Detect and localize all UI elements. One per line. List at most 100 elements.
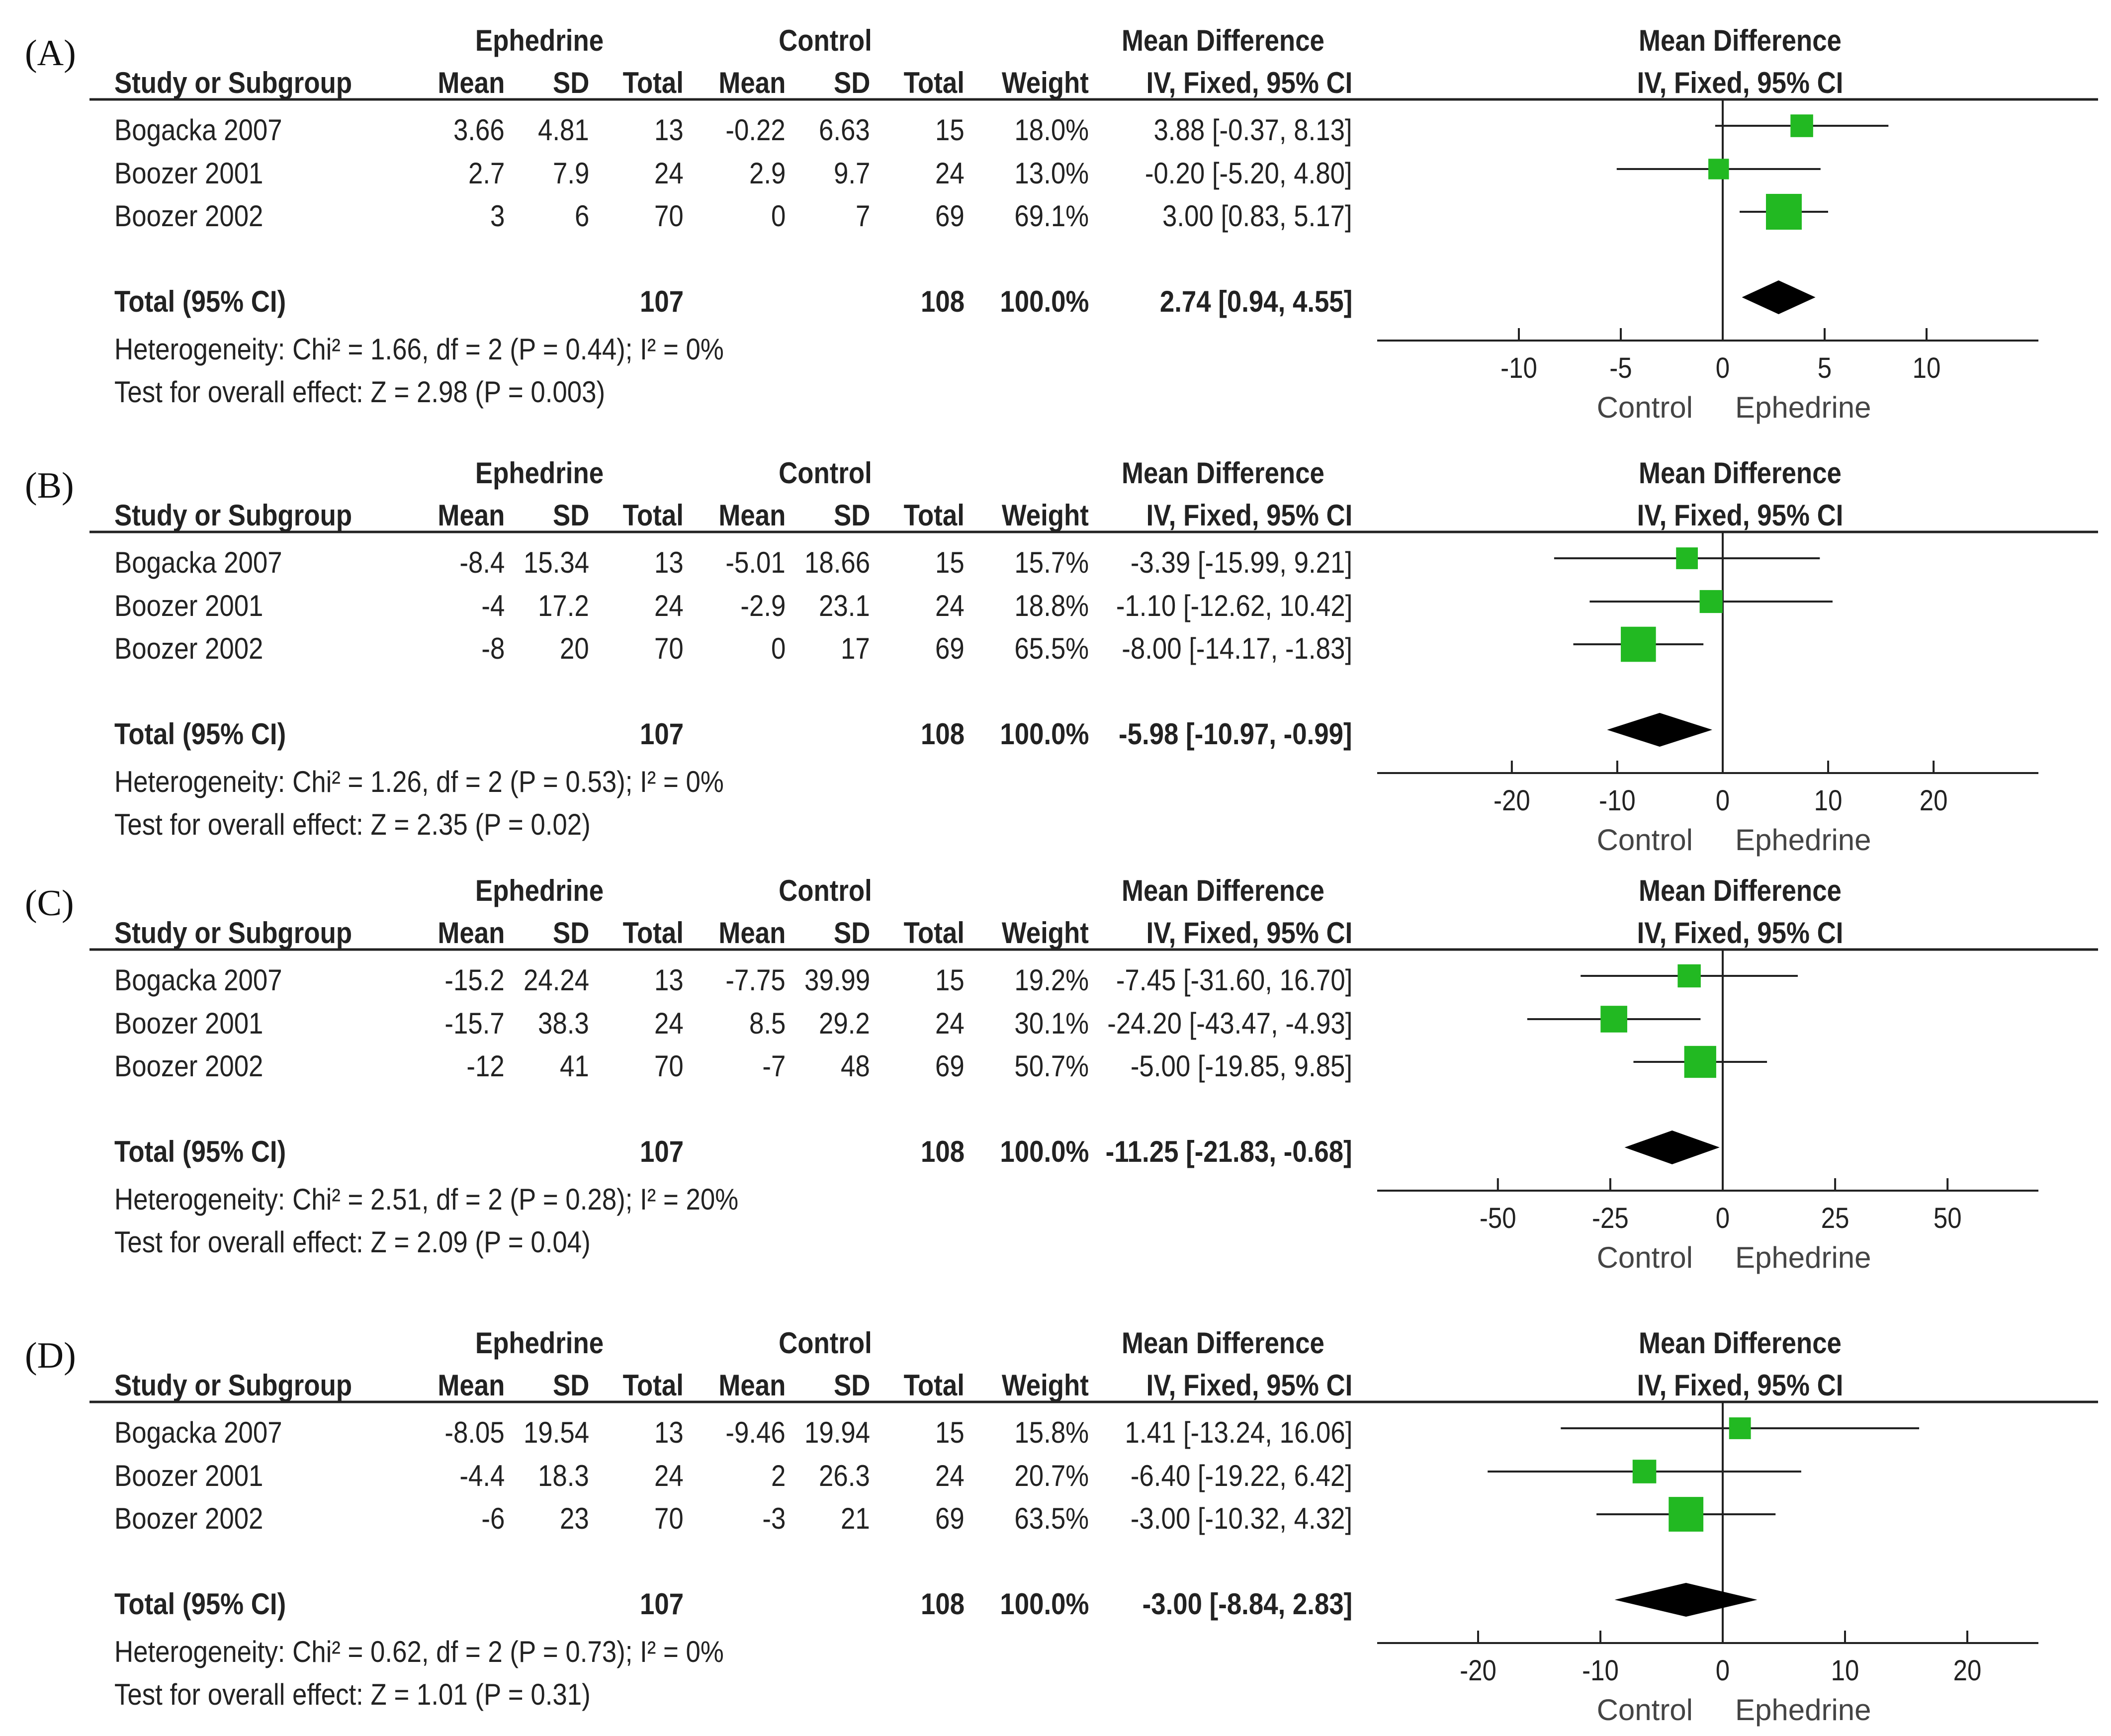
ephedrine-total: 70 — [654, 632, 684, 665]
plot-header-method: IV, Fixed, 95% CI — [1637, 499, 1844, 532]
control-sd: 19.94 — [804, 1416, 870, 1449]
favours-left-label: Control — [1597, 391, 1693, 424]
control-mean: 0 — [771, 199, 786, 233]
forest-panel: (D) Ephedrine Control Mean Difference Mean D… — [0, 1302, 2111, 1735]
study-weight: 69.1% — [1014, 199, 1089, 233]
column-header-mean: Mean — [438, 499, 505, 532]
study-weight: 20.7% — [1014, 1459, 1089, 1492]
ephedrine-sd: 23 — [560, 1502, 589, 1535]
x-tick-label: -20 — [1494, 784, 1530, 817]
column-header-mean: Mean — [718, 66, 786, 99]
study-point-square — [1790, 114, 1813, 137]
column-header-total: Total — [903, 66, 965, 99]
favours-left-label: Control — [1597, 1241, 1693, 1274]
x-tick-label: -5 — [1609, 352, 1632, 384]
column-header-mean: Mean — [718, 499, 786, 532]
favours-right-label: Ephedrine — [1735, 823, 1871, 857]
column-header-sd: SD — [833, 1369, 870, 1402]
plot-header-method: IV, Fixed, 95% CI — [1637, 66, 1844, 99]
ephedrine-sd: 17.2 — [538, 589, 589, 622]
study-weight: 18.8% — [1014, 589, 1089, 622]
forest-plot-svg: -10 -5 0 5 10 Control Ephedrine — [89, 98, 2098, 424]
total-control-n: 108 — [920, 717, 965, 751]
md-header-title: Mean Difference — [1122, 456, 1324, 490]
study-name: Boozer 2002 — [114, 1502, 264, 1535]
forest-plot-svg: -20 -10 0 10 20 Control Ephedrine — [89, 1400, 2098, 1727]
column-header-mean: Mean — [718, 916, 786, 950]
study-ci: -24.20 [-43.47, -4.93] — [1107, 1007, 1352, 1040]
control-total: 24 — [935, 1459, 965, 1492]
column-header-method: IV, Fixed, 95% CI — [1146, 66, 1352, 99]
ephedrine-mean: 3.66 — [453, 113, 505, 147]
ephedrine-total: 24 — [654, 1459, 684, 1492]
total-weight: 100.0% — [999, 717, 1089, 751]
plot-header-method: IV, Fixed, 95% CI — [1637, 1369, 1844, 1402]
study-weight: 63.5% — [1014, 1502, 1089, 1535]
control-total: 69 — [935, 1049, 965, 1083]
study-weight: 65.5% — [1014, 632, 1089, 665]
total-ephedrine-n: 107 — [639, 285, 684, 318]
ephedrine-sd: 20 — [560, 632, 589, 665]
column-header-total: Total — [903, 499, 965, 532]
control-total: 24 — [935, 157, 965, 190]
ephedrine-total: 24 — [654, 589, 684, 622]
study-weight: 18.0% — [1014, 113, 1089, 147]
ephedrine-total: 13 — [654, 546, 684, 579]
control-mean: 8.5 — [749, 1007, 786, 1040]
x-tick-label: 20 — [1953, 1654, 1982, 1687]
group-header-control: Control — [779, 24, 872, 57]
favours-right-label: Ephedrine — [1735, 1693, 1871, 1727]
md-header-title: Mean Difference — [1122, 874, 1324, 907]
overall-effect-text: Test for overall effect: Z = 1.01 (P = 0… — [114, 1678, 591, 1711]
control-mean: -2.9 — [740, 589, 786, 622]
ephedrine-mean: -12 — [466, 1049, 505, 1083]
ephedrine-sd: 15.34 — [523, 546, 589, 579]
x-tick-label: 0 — [1716, 1202, 1730, 1234]
plot-header-title: Mean Difference — [1639, 1326, 1842, 1360]
study-ci: 1.41 [-13.24, 16.06] — [1125, 1416, 1352, 1449]
control-total: 15 — [935, 963, 965, 997]
study-ci: -7.45 [-31.60, 16.70] — [1116, 963, 1352, 997]
study-ci: -3.39 [-15.99, 9.21] — [1130, 546, 1352, 579]
column-header-weight: Weight — [1001, 499, 1089, 532]
favours-right-label: Ephedrine — [1735, 1241, 1871, 1274]
control-sd: 21 — [841, 1502, 870, 1535]
column-header-mean: Mean — [718, 1369, 786, 1402]
total-ci: -5.98 [-10.97, -0.99] — [1119, 717, 1352, 751]
total-ci: 2.74 [0.94, 4.55] — [1159, 285, 1352, 318]
ephedrine-mean: -8.4 — [459, 546, 505, 579]
control-sd: 39.99 — [804, 963, 870, 997]
heterogeneity-text: Heterogeneity: Chi² = 0.62, df = 2 (P = … — [114, 1635, 724, 1668]
study-weight: 15.7% — [1014, 546, 1089, 579]
total-ephedrine-n: 107 — [639, 717, 684, 751]
study-point-square — [1632, 1460, 1657, 1483]
total-label: Total (95% CI) — [114, 1135, 286, 1168]
study-point-square — [1600, 1006, 1627, 1033]
panel-label: (A) — [25, 33, 76, 74]
favours-left-label: Control — [1597, 1693, 1693, 1727]
study-point-square — [1676, 547, 1698, 569]
control-total: 24 — [935, 589, 965, 622]
control-sd: 7 — [855, 199, 870, 233]
group-header-ephedrine: Ephedrine — [475, 456, 604, 490]
column-header-total: Total — [622, 1369, 684, 1402]
study-weight: 15.8% — [1014, 1416, 1089, 1449]
column-header-mean: Mean — [438, 1369, 505, 1402]
control-total: 24 — [935, 1007, 965, 1040]
heterogeneity-text: Heterogeneity: Chi² = 1.26, df = 2 (P = … — [114, 765, 724, 798]
total-label: Total (95% CI) — [114, 285, 286, 318]
control-mean: -9.46 — [725, 1416, 786, 1449]
study-ci: -6.40 [-19.22, 6.42] — [1130, 1459, 1352, 1492]
x-tick-label: 50 — [1934, 1202, 1962, 1234]
total-diamond — [1607, 713, 1713, 747]
group-header-ephedrine: Ephedrine — [475, 1326, 604, 1360]
ephedrine-total: 13 — [654, 1416, 684, 1449]
column-header-total: Total — [622, 916, 684, 950]
md-header-title: Mean Difference — [1122, 24, 1324, 57]
control-mean: 2.9 — [749, 157, 786, 190]
control-sd: 29.2 — [819, 1007, 870, 1040]
total-ci: -3.00 [-8.84, 2.83] — [1142, 1587, 1352, 1621]
forest-panel: (A) Ephedrine Control Mean Difference Mean D… — [0, 0, 2111, 433]
study-weight: 13.0% — [1014, 157, 1089, 190]
ephedrine-total: 70 — [654, 1049, 684, 1083]
